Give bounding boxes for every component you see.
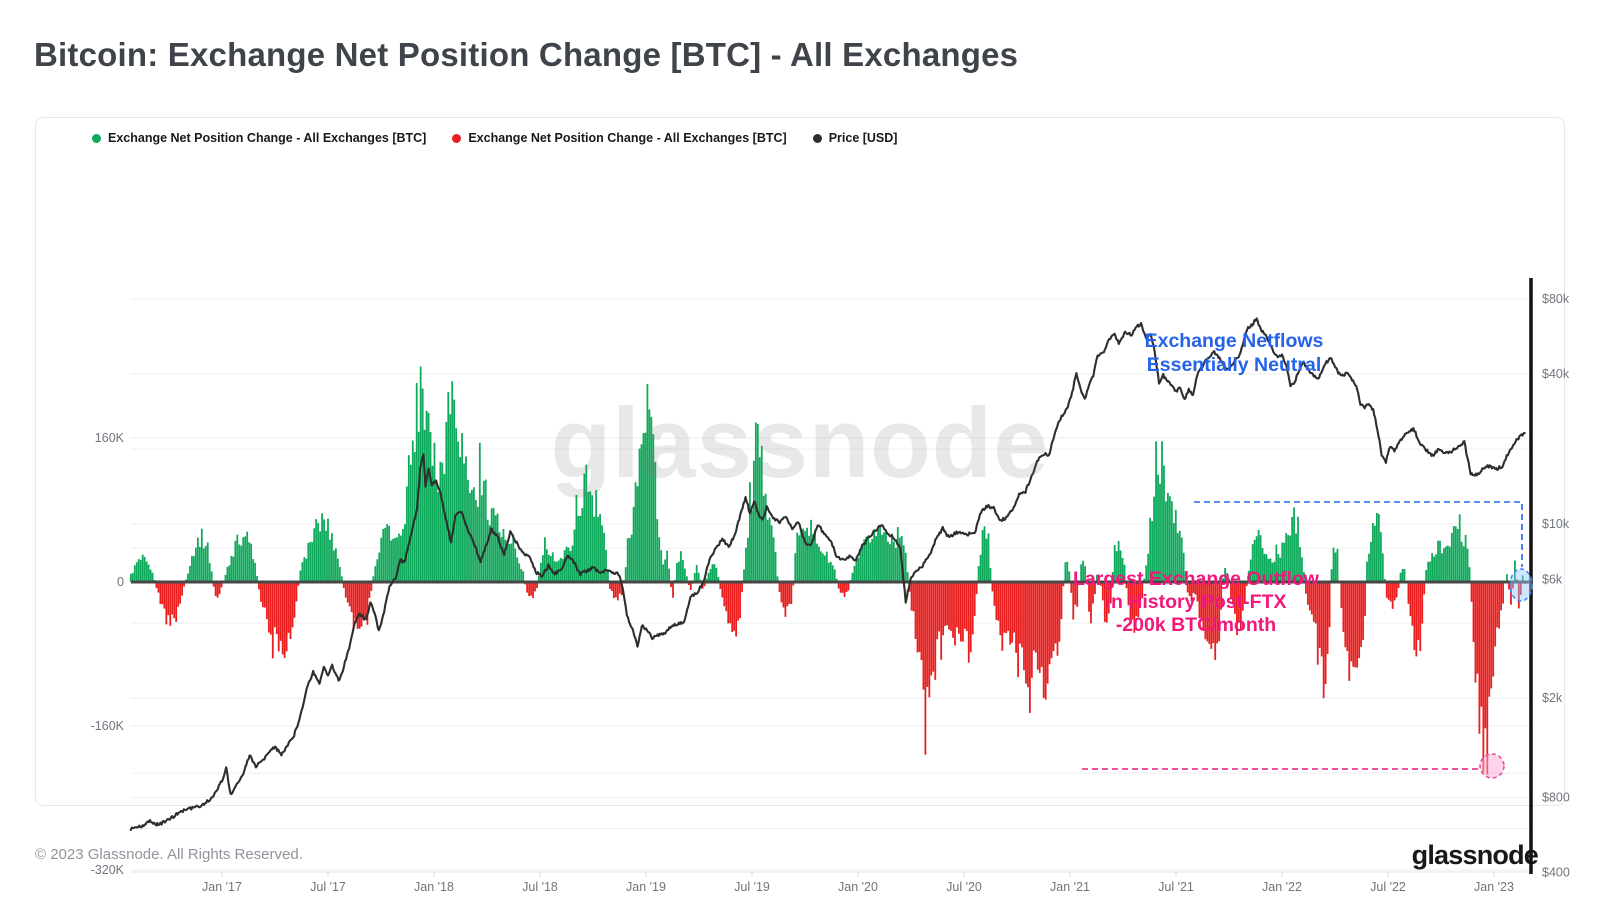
y-axis-left-label: -320K xyxy=(91,863,125,877)
legend-item-label: Exchange Net Position Change - All Excha… xyxy=(468,131,787,145)
chart-legend: Exchange Net Position Change - All Excha… xyxy=(92,131,897,145)
x-axis-label: Jul '19 xyxy=(734,880,770,894)
y-axis-left-label: -160K xyxy=(91,719,125,733)
legend-item-2[interactable]: Exchange Net Position Change - All Excha… xyxy=(452,131,787,145)
x-axis-label: Jan '21 xyxy=(1050,880,1090,894)
glassnode-logo: glassnode xyxy=(1411,840,1539,870)
legend-dot-icon xyxy=(812,133,822,143)
y-axis-right-label: $2k xyxy=(1542,691,1563,705)
x-axis-label: Jan '20 xyxy=(838,880,878,894)
x-axis-label: Jan '19 xyxy=(626,880,666,894)
legend-item-label: Exchange Net Position Change - All Excha… xyxy=(108,131,427,145)
x-axis-label: Jan '17 xyxy=(202,880,242,894)
legend-dot-icon xyxy=(92,133,101,143)
x-axis-label: Jul '18 xyxy=(522,880,558,894)
annotation-neutral: Exchange Netflows Essentially Neutral xyxy=(1084,329,1384,377)
y-axis-right-label: $40k xyxy=(1542,367,1570,381)
chart-card: Jan '17 Jul '17 Jan '18 Jul '18 Jan '19 Jul '… xyxy=(35,117,1570,894)
annotation-neutral-line2: Essentially Neutral xyxy=(1146,354,1322,376)
annotation-outflow-line3: -200k BTC/month xyxy=(1115,614,1277,636)
x-axis-label: Jan '18 xyxy=(414,880,454,894)
chart-canvas: Jan '17 Jul '17 Jan '18 Jul '18 Jan '19 Jul '… xyxy=(91,278,1570,894)
y-axis-right-label: $6k xyxy=(1542,572,1563,586)
y-axis-left-label: 0 xyxy=(117,575,124,589)
y-axis-right-label: $400 xyxy=(1542,865,1570,879)
x-axis-label: Jan '23 xyxy=(1474,880,1514,894)
y-axis-left-label: 160K xyxy=(95,431,125,445)
page-title: Bitcoin: Exchange Net Position Change [B… xyxy=(34,36,1019,73)
x-axis-label: Jul '22 xyxy=(1370,880,1406,894)
annotation-outflow-line1: Largest Exchange Outflow xyxy=(1073,568,1319,590)
y-axis-right-label: $80k xyxy=(1542,292,1570,306)
annotation-outflow-line2: in History Post-FTX xyxy=(1105,591,1287,613)
legend-dot-icon xyxy=(452,133,462,143)
legend-item-1[interactable]: Exchange Net Position Change - All Excha… xyxy=(92,131,426,145)
annotation-neutral-line1: Exchange Netflows xyxy=(1144,330,1324,352)
y-axis-right-label: $800 xyxy=(1542,790,1570,804)
copyright-text: © 2023 Glassnode. All Rights Reserved. xyxy=(35,846,303,863)
legend-item-label: Price [USD] xyxy=(828,131,898,145)
x-axis-label: Jul '21 xyxy=(1158,880,1194,894)
y-axis-right-label: $10k xyxy=(1542,517,1570,531)
x-axis-label: Jul '20 xyxy=(946,880,982,894)
x-axis-label: Jul '17 xyxy=(310,880,346,894)
annotation-outflow: Largest Exchange Outflow in History Post… xyxy=(1016,568,1376,637)
legend-item-3[interactable]: Price [USD] xyxy=(812,131,898,145)
x-axis-label: Jan '22 xyxy=(1262,880,1302,894)
